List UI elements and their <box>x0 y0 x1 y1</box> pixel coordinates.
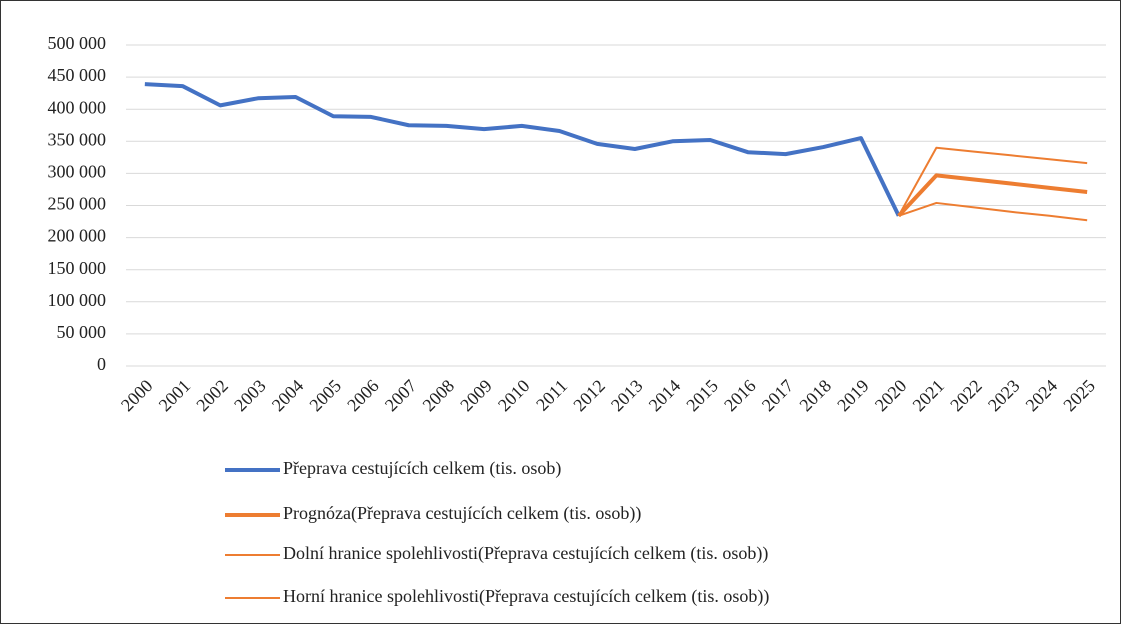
y-tick-label: 450 000 <box>48 65 107 85</box>
y-tick-label: 100 000 <box>48 290 107 310</box>
legend-label: Prognóza(Přeprava cestujících celkem (ti… <box>283 503 641 524</box>
y-tick-label: 50 000 <box>57 322 107 342</box>
series-line <box>897 146 1088 217</box>
series-line <box>898 201 1088 222</box>
y-tick-label: 200 000 <box>48 226 107 246</box>
series-line <box>144 82 901 217</box>
legend-label: Horní hranice spolehlivosti(Přeprava ces… <box>283 586 769 607</box>
series-line <box>897 173 1088 218</box>
y-tick-label: 150 000 <box>48 258 107 278</box>
y-tick-label: 400 000 <box>48 97 107 117</box>
y-tick-label: 500 000 <box>48 33 107 53</box>
legend-label: Přeprava cestujících celkem (tis. osob) <box>283 458 561 479</box>
legend-label: Dolní hranice spolehlivosti(Přeprava ces… <box>283 543 768 564</box>
y-tick-label: 0 <box>97 354 106 374</box>
y-tick-label: 300 000 <box>48 162 107 182</box>
y-tick-label: 250 000 <box>48 194 107 214</box>
y-tick-label: 350 000 <box>48 129 107 149</box>
